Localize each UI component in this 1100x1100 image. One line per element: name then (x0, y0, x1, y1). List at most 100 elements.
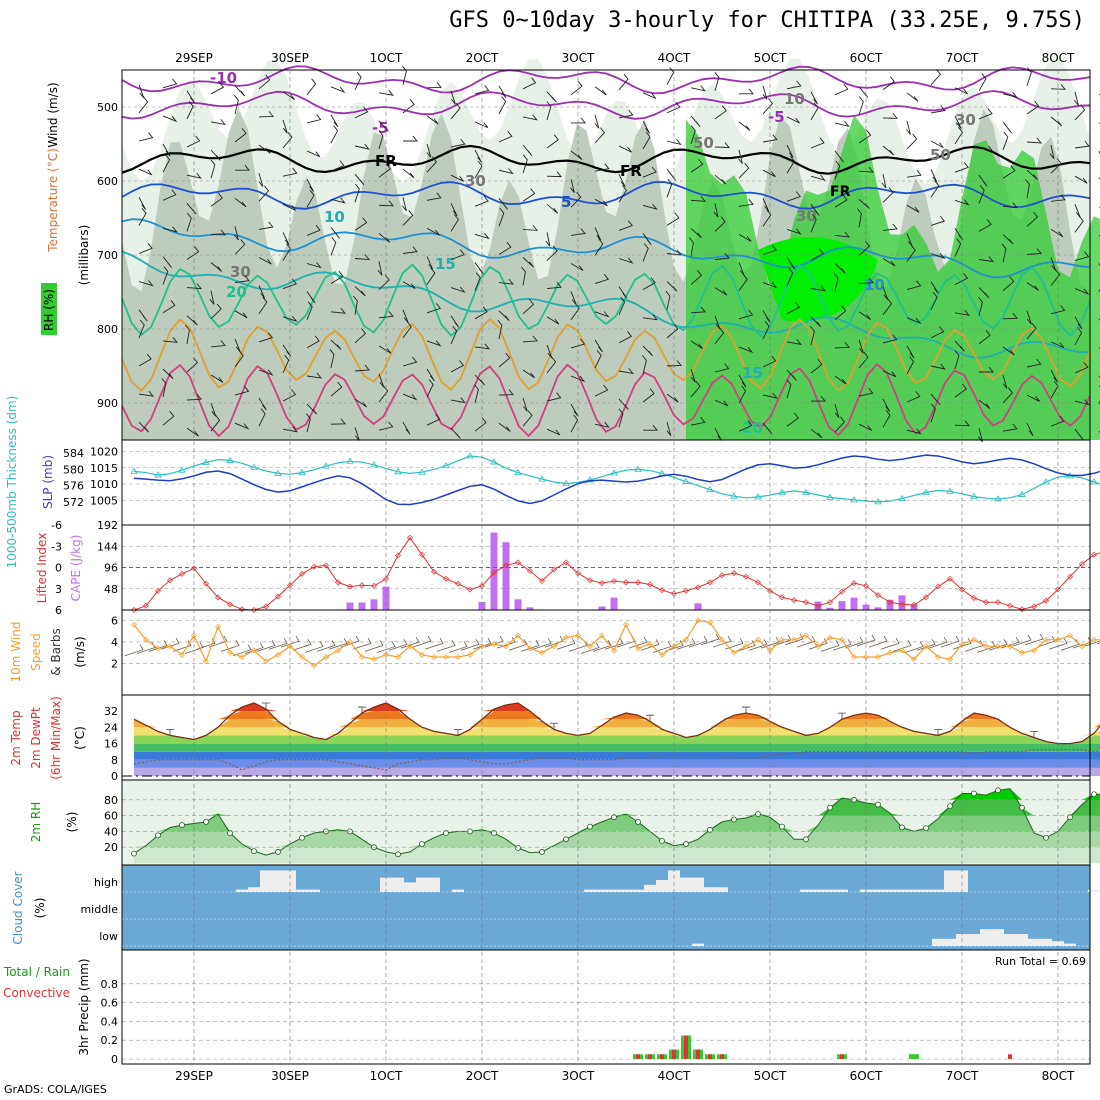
thickness-point (490, 458, 498, 465)
wind-barb (546, 281, 562, 290)
wind-barb (162, 337, 178, 343)
wind-barb-10m (544, 635, 564, 648)
wind-speed-point (191, 632, 197, 639)
wind-barb (234, 350, 244, 368)
wind-barb (522, 410, 533, 427)
wind-barb (354, 217, 368, 231)
wind-barb (1074, 362, 1089, 374)
wind-speed-point (563, 634, 569, 641)
wind-barb (594, 274, 610, 285)
wind-speed-point (1091, 636, 1097, 643)
cloud-bar-high (272, 870, 284, 892)
wind-barb (498, 207, 505, 227)
wind-barb (954, 228, 964, 241)
wind-barb (498, 310, 510, 321)
wind-barb (666, 422, 672, 436)
pressure-axis-label: (millibars) (77, 225, 91, 286)
wind-barb (714, 287, 728, 296)
li-axis-label: Lifted Index (35, 533, 49, 604)
wind-barb (642, 233, 652, 245)
wind-barb (618, 296, 626, 315)
wind-barb (666, 67, 675, 86)
wind-barb (1074, 215, 1084, 233)
wind-barb (474, 149, 482, 163)
li-point (791, 597, 797, 604)
cloud-bar-high (836, 889, 848, 892)
wind-barb (306, 224, 321, 236)
wind-barb (1049, 144, 1055, 159)
wind-barb (954, 340, 965, 352)
wind-barb (402, 421, 411, 435)
wind-barb (1025, 179, 1030, 199)
wind-barb (402, 246, 418, 254)
li-point (1079, 560, 1085, 567)
wind-barb (810, 204, 820, 216)
wind-barb (258, 296, 268, 315)
date-label-bottom: 7OCT (946, 1069, 979, 1083)
thickness-point (610, 469, 618, 476)
wind-barb (954, 309, 970, 316)
wind-barb-10m (436, 640, 456, 652)
wind-barb (762, 198, 770, 212)
wind-barb (426, 340, 442, 347)
wind-barb (282, 426, 298, 433)
wind-barb (786, 339, 802, 345)
thickness-point (442, 461, 450, 469)
temp-range-bar (358, 706, 366, 714)
cloud-bar-high (632, 889, 644, 892)
wind-barb (210, 192, 223, 207)
wind-barb (282, 278, 297, 290)
precip-convective-bar (720, 1054, 724, 1059)
temp-axis-label-2: 2m DewPt (29, 707, 43, 769)
wind-barb (666, 393, 679, 403)
wind-speed-point (287, 643, 293, 650)
thickness-point (1090, 478, 1098, 485)
cloud-level-label: middle (80, 903, 118, 916)
rh-point (419, 841, 425, 847)
wind-barb (329, 349, 335, 369)
wind-barb (546, 203, 559, 214)
wind-barb (930, 180, 940, 198)
wind-speed-point (527, 645, 533, 652)
wind-barb (426, 256, 434, 270)
wind-barb (426, 303, 442, 314)
wind-barb (210, 229, 226, 236)
thickness-point (178, 466, 186, 473)
wind-barb (978, 330, 991, 345)
date-label-bottom: 30SEP (271, 1069, 309, 1083)
wind-barb-10m (328, 638, 348, 650)
wind-barb (474, 121, 489, 129)
cloud-bar-high (680, 877, 692, 892)
wind-barb (1050, 84, 1066, 90)
wind-speed-point (659, 651, 665, 658)
wind-barb (594, 227, 602, 241)
wind-barb-10m (856, 634, 876, 647)
wind-barb (186, 203, 197, 215)
li-point (599, 580, 605, 587)
run-total-label: Run Total = 0.69 (995, 955, 1086, 968)
precip-convective-bar (708, 1054, 712, 1059)
thickness-point (298, 468, 306, 476)
wind-barb (642, 203, 658, 210)
wind-speed-point (311, 662, 317, 669)
wind-barb (426, 413, 441, 426)
wind-barb-10m (220, 640, 240, 652)
wind-barb (306, 178, 314, 192)
cloud-axis-label-1: Cloud Cover (11, 871, 25, 944)
wind-barb (234, 197, 247, 208)
wind-barb (882, 76, 895, 91)
wind-barb (1002, 276, 1015, 291)
wind-barb (330, 227, 340, 239)
wind-barb-10m (124, 644, 144, 657)
cloud-bar-high (284, 870, 296, 892)
temp-range-bar (934, 728, 942, 736)
wind-speed-point (743, 643, 749, 650)
wind-barb (450, 102, 461, 120)
cloud-bar-low (944, 938, 956, 946)
wind-barb (762, 169, 776, 178)
wind-barb (954, 199, 970, 206)
precip-legend-convective: Convective (3, 986, 70, 1000)
rh-tick-label: 60 (104, 810, 118, 823)
wind-barb (1002, 346, 1015, 356)
wind-barb (258, 185, 269, 202)
